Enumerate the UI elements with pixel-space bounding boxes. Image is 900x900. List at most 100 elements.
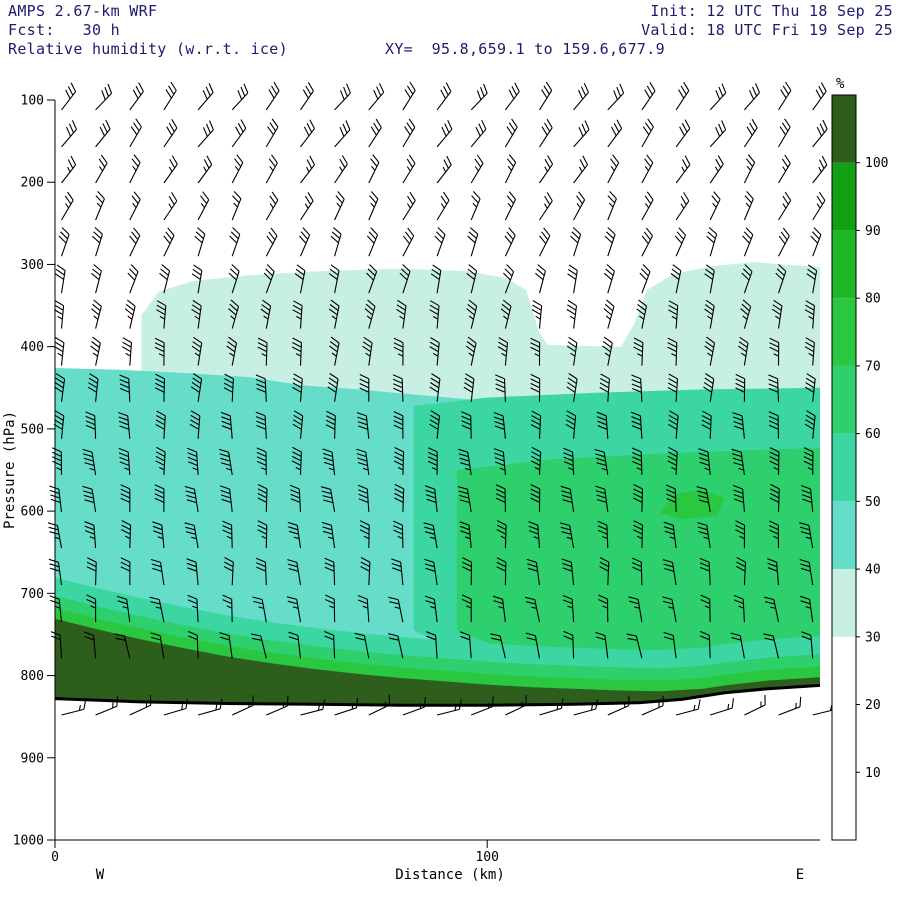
wind-barb <box>402 227 415 257</box>
wind-barb <box>187 594 199 623</box>
west-label: W <box>96 867 105 883</box>
wind-barb <box>732 412 745 439</box>
wind-barb <box>668 410 679 439</box>
wind-barb <box>402 697 426 716</box>
wind-barb <box>324 594 336 623</box>
wind-barb <box>598 594 609 623</box>
wind-barb <box>229 227 241 257</box>
wind-barb <box>129 118 142 148</box>
wind-barb <box>492 595 506 623</box>
wind-barb <box>735 520 746 549</box>
axes: Pressure (hPa) Distance (km) W E 100 200 3… <box>2 94 820 883</box>
wind-barb <box>187 630 199 659</box>
wind-barb <box>127 264 139 294</box>
wind-barb <box>768 520 780 549</box>
colorbar-segment-30-40 <box>832 569 856 637</box>
wind-barb <box>53 410 65 439</box>
wind-barb <box>289 484 302 512</box>
wind-barb <box>292 373 303 402</box>
wind-barb <box>424 595 438 623</box>
wind-barb <box>91 299 102 329</box>
wind-barb <box>561 558 575 586</box>
wind-barb <box>597 520 609 549</box>
wind-barb <box>697 522 711 549</box>
wind-barb <box>197 191 210 221</box>
colorbar-tick-label: 60 <box>865 427 881 442</box>
wind-barb <box>223 557 234 586</box>
wind-barb <box>768 374 780 402</box>
wind-barb <box>163 698 189 716</box>
x-tick-label: 100 <box>475 850 498 865</box>
wind-barb <box>163 155 178 184</box>
wind-barb <box>775 264 787 294</box>
wind-barb <box>322 448 336 475</box>
wind-barb <box>493 411 506 439</box>
wind-barb <box>812 155 828 184</box>
wind-barb <box>675 119 691 148</box>
wind-barb <box>566 373 578 402</box>
y-tick-label: 300 <box>21 258 44 273</box>
wind-barb <box>539 118 553 148</box>
wind-barb <box>436 119 453 148</box>
wind-barb <box>231 695 254 716</box>
colorbar-tick-label: 80 <box>865 292 881 307</box>
wind-barb <box>429 410 441 439</box>
wind-barb <box>528 521 541 549</box>
wind-barb <box>119 374 131 402</box>
rh-band-50-60 <box>55 577 820 692</box>
wind-barb <box>633 520 644 549</box>
wind-barb <box>490 633 506 659</box>
wind-barb <box>641 82 656 111</box>
wind-barb <box>539 155 554 184</box>
wind-barb <box>152 521 165 549</box>
wind-barb <box>222 594 233 623</box>
wind-barb <box>250 633 267 659</box>
wind-barb <box>769 447 780 475</box>
wind-barb <box>291 446 302 475</box>
colorbar-segment-20-30 <box>832 636 856 705</box>
wind-barb <box>186 558 199 586</box>
wind-barb <box>197 698 223 716</box>
wind-barb <box>607 695 630 716</box>
wind-barb <box>393 520 404 549</box>
wind-barb <box>504 118 518 148</box>
rh-region-60-70 <box>456 447 820 671</box>
wind-barb <box>565 410 577 439</box>
wind-barb <box>743 118 758 148</box>
wind-barb <box>287 559 302 586</box>
wind-barb <box>633 337 644 366</box>
wind-barb <box>602 336 613 366</box>
wind-barb <box>459 631 472 659</box>
colorbar-tick-label: 90 <box>865 224 881 239</box>
wind-barb <box>334 697 359 716</box>
wind-barb <box>663 631 677 659</box>
wind-barb <box>357 484 370 512</box>
wind-barb <box>466 264 478 294</box>
wind-barb <box>366 264 378 294</box>
wind-barb <box>667 337 678 366</box>
wind-barb <box>300 82 314 111</box>
wind-barb <box>665 484 677 512</box>
wind-barb <box>328 299 340 329</box>
wind-barb <box>360 557 371 586</box>
wind-barb <box>197 120 214 148</box>
wind-barb <box>423 522 438 549</box>
wind-barb <box>116 595 131 623</box>
wind-barb <box>799 595 814 623</box>
wind-barb <box>255 557 267 586</box>
wind-barb <box>163 119 178 148</box>
wind-barb <box>470 83 488 111</box>
colorbar-segment-100-110 <box>832 95 856 163</box>
wind-barb <box>539 192 553 221</box>
wind-barb <box>334 120 351 148</box>
colorbar-tick-label: 10 <box>865 766 881 781</box>
wind-barb <box>573 699 599 716</box>
wind-barb <box>393 411 404 439</box>
colorbar-tick-label: 20 <box>865 698 881 713</box>
colorbar-segment-90-100 <box>832 162 856 231</box>
wind-barb <box>368 694 391 716</box>
wind-barb <box>812 191 826 221</box>
wind-barb <box>191 264 203 294</box>
wind-barb <box>82 448 97 475</box>
